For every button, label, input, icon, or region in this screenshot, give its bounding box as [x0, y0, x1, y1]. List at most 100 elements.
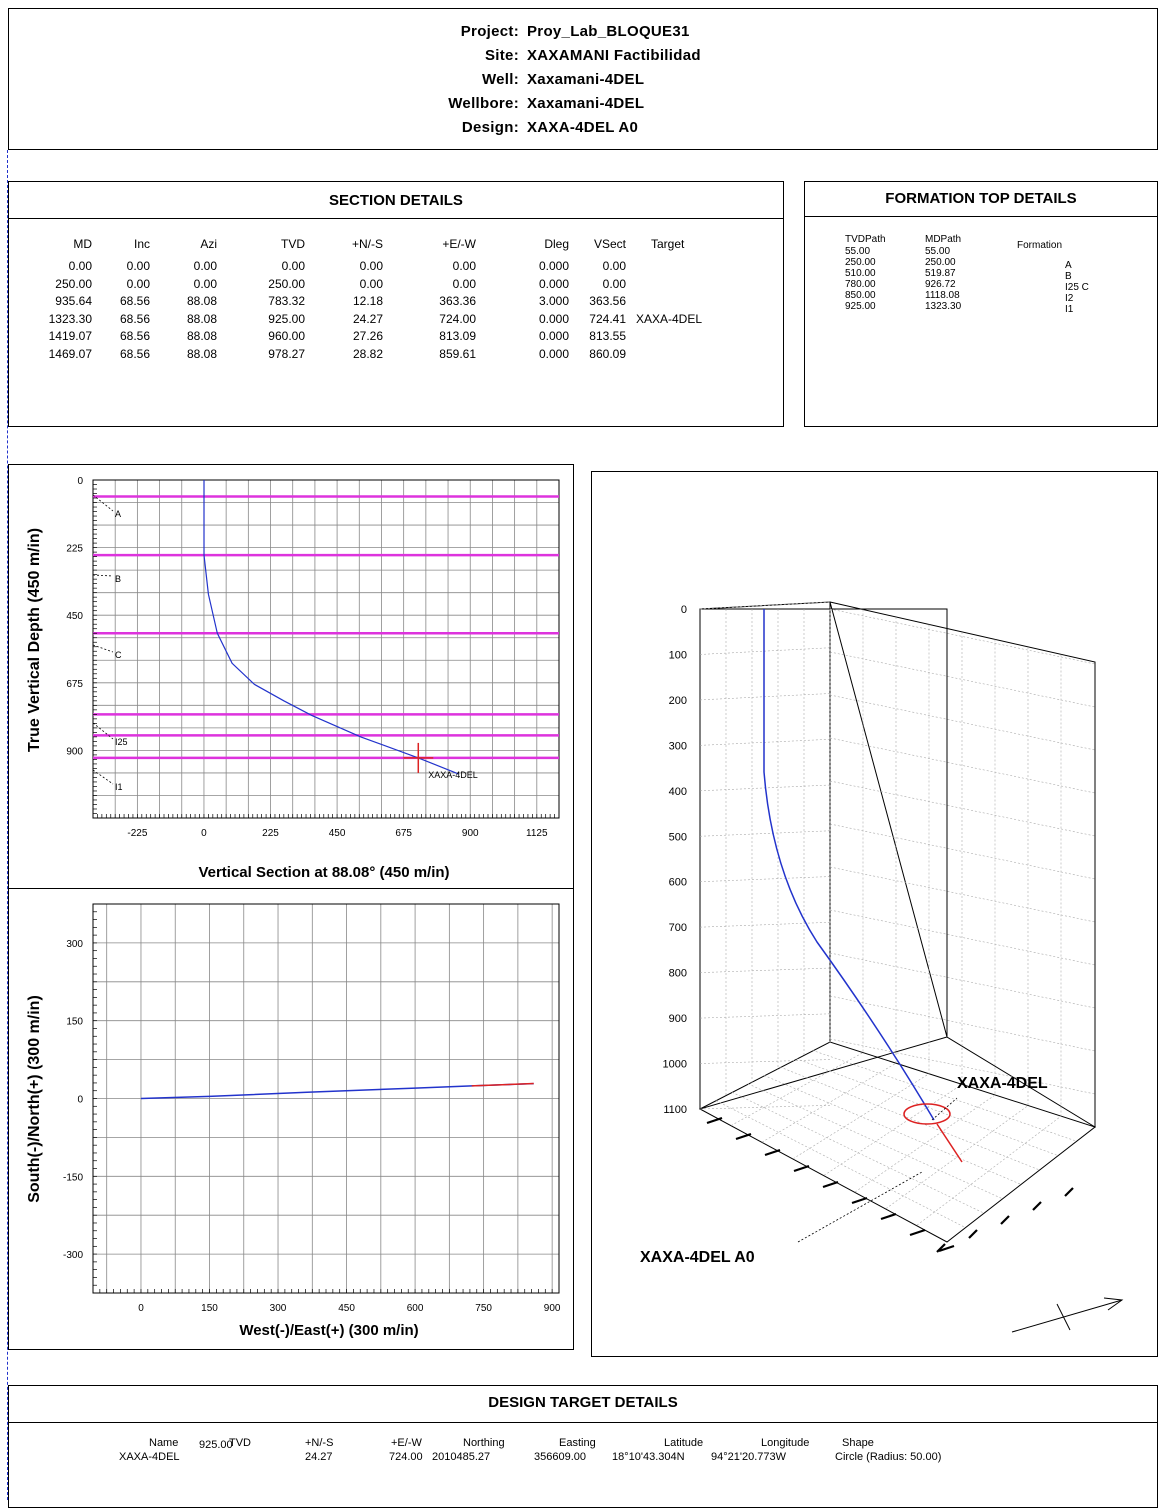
design-target-table: Name TVD +N/-S +E/-W Northing Easting Latitude…: [9, 1438, 1158, 1478]
section-cell: 250.00: [268, 276, 305, 291]
header-label: Well:: [481, 71, 519, 88]
section-cell: 0.00: [452, 259, 476, 273]
formation-cell: A: [1065, 260, 1072, 271]
grid-line: [699, 967, 831, 973]
x-tick-label: 900: [462, 828, 479, 839]
floor-axis-mark: [880, 1212, 897, 1221]
section-cell: 68.56: [119, 329, 150, 343]
header-value: Xaxamani-4DEL: [527, 95, 645, 112]
floor-axis-mark: [822, 1180, 839, 1189]
section-cell: 88.08: [186, 311, 217, 326]
section-cell: 0.00: [126, 259, 150, 273]
formation-label: A: [115, 509, 121, 519]
trajectory-line: [203, 480, 459, 775]
section-cell: 935.64: [55, 294, 92, 308]
x-tick-label: 300: [270, 1303, 287, 1314]
section-cell: 250.00: [55, 276, 92, 291]
header-label: Project:: [460, 23, 519, 40]
section-cell: 0.00: [359, 259, 383, 273]
grid-line: [699, 601, 831, 610]
back-wall-left: [699, 608, 948, 1110]
y-tick-label: 225: [66, 544, 83, 555]
formation-cell: 510.00: [845, 268, 876, 279]
design-target-col-header: +E/-W: [391, 1437, 422, 1449]
section-cell: 860.09: [589, 346, 626, 361]
z-tick-label: 900: [669, 1013, 687, 1025]
section-details-table: MD Inc Azi TVD +N/-S +E/-W Dleg VSect Target 0.00…: [9, 236, 785, 416]
section-col-header: MD: [73, 237, 92, 251]
formation-cell: 926.72: [925, 279, 956, 290]
z-tick-label: 0: [681, 604, 687, 616]
section-col-header: Target: [651, 237, 685, 251]
x-tick-label: 1125: [526, 828, 548, 839]
grid-line: [829, 909, 1096, 966]
target-label: XAXA-4DEL: [428, 770, 478, 780]
section-cell: 0.000: [538, 259, 569, 273]
x-tick-label: 900: [544, 1303, 561, 1314]
formation-label: C: [115, 650, 122, 660]
section-cell: 0.00: [602, 276, 626, 291]
design-target-col-header: Latitude: [664, 1437, 704, 1449]
formation-leader: [92, 644, 114, 653]
section-col-header: Dleg: [544, 237, 569, 251]
grid-line: [829, 952, 1096, 1009]
design-target-cell: 18°10'43.304N: [612, 1451, 685, 1463]
section-cell: 68.56: [119, 311, 150, 326]
y-tick-label: 150: [66, 1017, 83, 1028]
formation-cell: I25 C: [1065, 282, 1089, 293]
grid-line: [885, 1105, 1029, 1209]
formation-cell: 1323.30: [925, 301, 962, 312]
floor-axis-mark: [1064, 1187, 1074, 1197]
y-tick-label: 0: [77, 1095, 83, 1106]
formation-cell: 55.00: [925, 246, 951, 257]
section-col-header: +N/-S: [351, 237, 383, 251]
header-value: Xaxamani-4DEL: [527, 71, 645, 88]
z-tick-label: 1100: [663, 1104, 687, 1116]
header-value: XAXAMANI Factibilidad: [527, 47, 701, 64]
formation-cell: 55.00: [845, 246, 871, 257]
z-tick-label: 200: [669, 695, 687, 707]
formation-top-box: FORMATION TOP DETAILS TVDPath MDPath Forma…: [804, 181, 1158, 427]
target-label: XAXA-4DEL: [957, 1075, 1048, 1092]
formation-cell: 250.00: [845, 257, 876, 268]
design-target-cell: Circle (Radius: 50.00): [835, 1451, 942, 1463]
grid-line: [829, 995, 1096, 1052]
formation-label: I25: [115, 737, 128, 747]
grid-line: [829, 737, 1096, 794]
section-cell: 1323.30: [48, 311, 92, 326]
grid-line: [699, 693, 831, 701]
grid-line: [829, 608, 1096, 665]
design-target-cell: XAXA-4DEL: [119, 1451, 180, 1463]
floor-axis-mark: [706, 1116, 723, 1125]
design-target-cell: 2010485.27: [432, 1451, 491, 1463]
x-tick-label: 675: [395, 828, 412, 839]
x-tick-label: 600: [407, 1303, 424, 1314]
z-tick-label: 400: [669, 786, 687, 798]
floor-axis-mark: [764, 1148, 781, 1157]
y-tick-label: -150: [63, 1172, 83, 1183]
x-tick-label: 0: [138, 1303, 144, 1314]
target-segment: [936, 1123, 963, 1163]
header-label: Wellbore:: [448, 95, 519, 112]
floor-axis-mark: [909, 1228, 926, 1237]
design-leader: [797, 1171, 923, 1243]
vertical-section-plot-box: A B C I25 I1 -225 0 225 450 675 900 1125 0 225 450 675 9…: [8, 464, 574, 890]
section-cell: 68.56: [119, 294, 150, 308]
design-target-col-header: TVD: [229, 1437, 251, 1449]
section-cell: 724.00: [439, 311, 476, 326]
x-tick-label: -225: [127, 828, 147, 839]
section-details-box: SECTION DETAILS MD Inc Azi TVD +N/-S +E/-W Dle…: [8, 181, 784, 427]
plan-view-chart: 0 150 300 450 600 750 900 300 150 0 -150 -300 West(-…: [26, 903, 561, 1339]
grid-line: [747, 1083, 1003, 1200]
section-cell: 813.55: [589, 329, 626, 343]
grid-line: [779, 1066, 1040, 1171]
north-arrow-line: [1011, 1299, 1123, 1333]
y-tick-label: 900: [66, 746, 83, 757]
x-tick-label: 225: [262, 828, 279, 839]
section-cell: XAXA-4DEL: [636, 311, 703, 326]
grid-line: [829, 1038, 1096, 1095]
grid-line: [795, 1058, 1059, 1156]
floor-axis-mark: [938, 1244, 955, 1253]
grid-line: [699, 647, 831, 655]
section-col-header: +E/-W: [442, 237, 476, 251]
